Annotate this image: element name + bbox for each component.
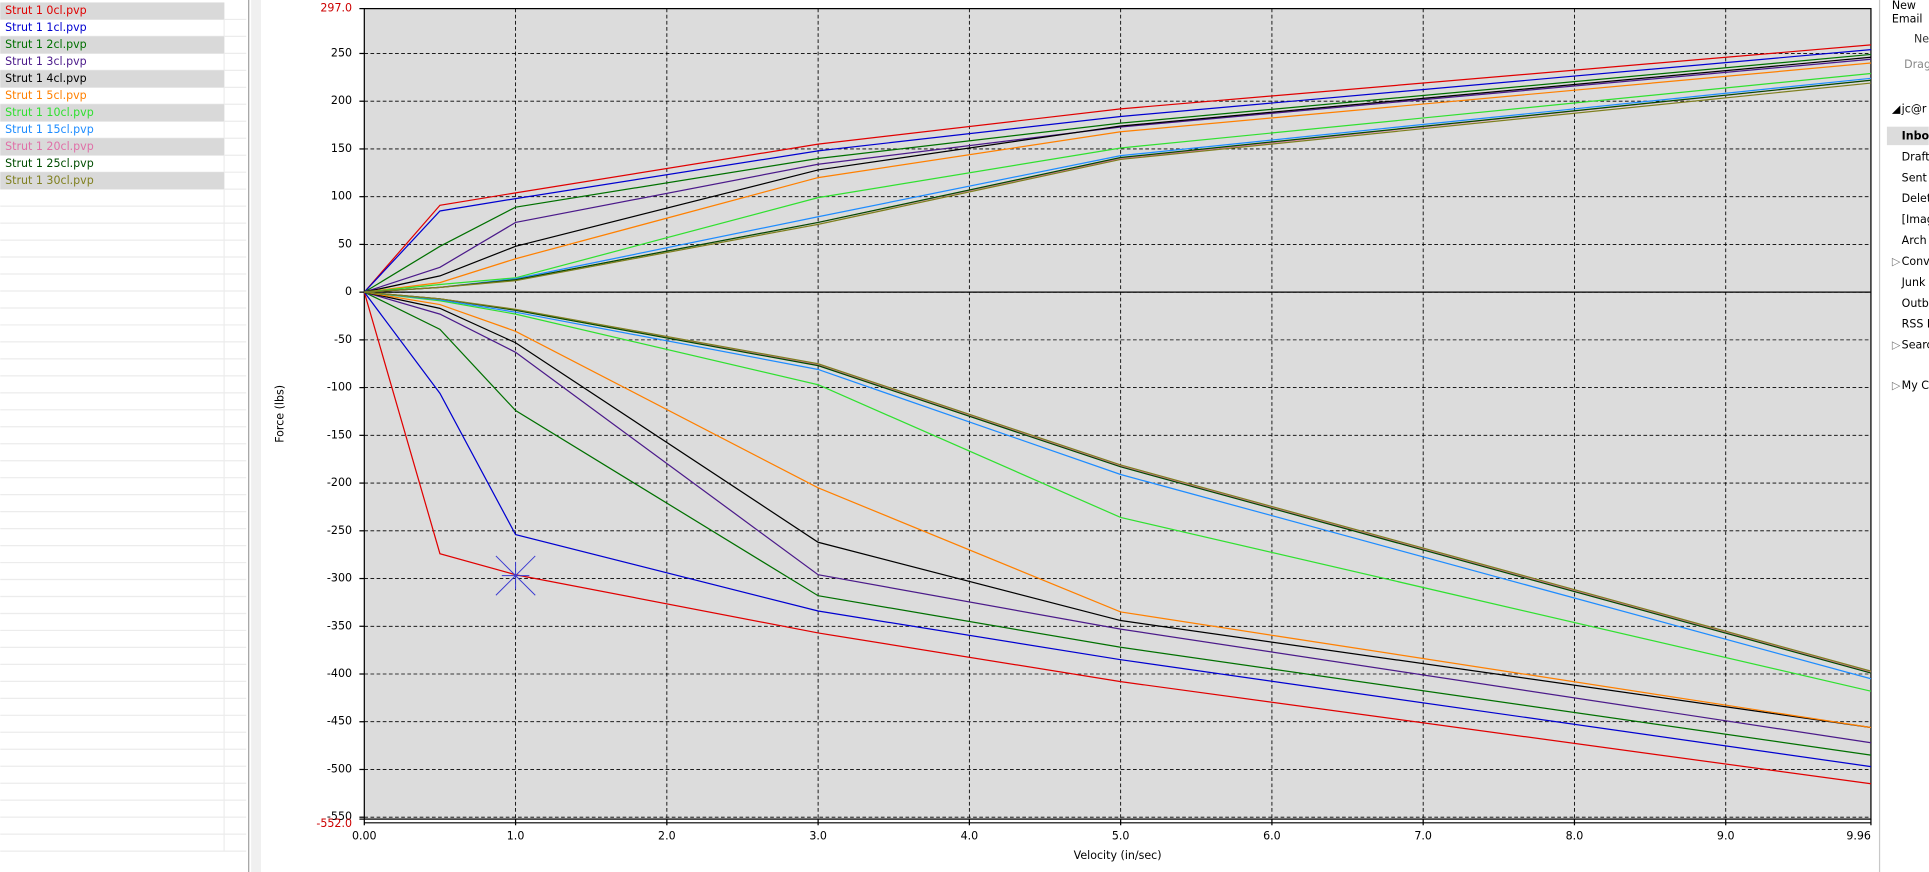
compression-line — [364, 82, 1871, 293]
compression-line — [364, 62, 1871, 293]
y-axis-label: Force (lbs) — [274, 385, 287, 443]
splitter[interactable] — [251, 0, 261, 872]
rebound-line — [363, 291, 1872, 785]
y-tick-label: -200 — [327, 476, 352, 489]
folder[interactable]: Sent — [1902, 171, 1928, 184]
plot: 297.0 250 200 150 100 50 0 -50 -100 -150 -200 -250 -… — [274, 2, 1872, 862]
folder[interactable]: Conv — [1902, 255, 1929, 268]
rebound-line — [364, 291, 1872, 672]
x-tick-label: 0.00 — [352, 829, 377, 842]
y-tick-label: -552.0 — [316, 817, 352, 830]
legend-entry[interactable]: Strut 1 5cl.pvp — [5, 89, 87, 102]
x-tick-label: 1.0 — [507, 829, 525, 842]
y-tick-label: 250 — [331, 46, 352, 59]
y-tick-label: 100 — [331, 190, 352, 203]
y-tick-label: -100 — [327, 381, 352, 394]
x-tick-label: 9.0 — [1717, 829, 1735, 842]
plot-background — [363, 7, 1872, 820]
folder[interactable]: Delet — [1902, 192, 1929, 205]
folder[interactable]: RSS F — [1902, 318, 1929, 331]
compression-line — [364, 58, 1871, 293]
legend-entry[interactable]: Strut 1 20cl.pvp — [5, 140, 94, 153]
y-tick-label: -400 — [327, 667, 352, 680]
my-folder[interactable]: My C — [1902, 379, 1929, 392]
folder[interactable]: Junk — [1901, 276, 1926, 289]
account[interactable]: jc@r — [1901, 102, 1927, 115]
rebound-line — [364, 291, 1872, 692]
x-tick-label: 5.0 — [1112, 829, 1130, 842]
mail-panel — [1879, 0, 1929, 872]
file-row — [0, 2, 225, 20]
legend-entry[interactable]: Strut 1 2cl.pvp — [5, 38, 87, 51]
y-tick-label: -350 — [327, 619, 352, 632]
new-item[interactable]: Ne — [1914, 32, 1929, 45]
compression-line — [363, 49, 1871, 293]
file-row — [0, 104, 225, 122]
file-row — [0, 138, 225, 156]
x-tick-label: 2.0 — [658, 829, 676, 842]
legend-entry[interactable]: Strut 1 4cl.pvp — [5, 72, 87, 85]
compression-line — [364, 56, 1871, 293]
x-tick-label: 6.0 — [1263, 829, 1281, 842]
y-tick-label: 0 — [345, 285, 352, 298]
y-tick-label: -300 — [327, 572, 352, 585]
legend-entry[interactable]: Strut 1 25cl.pvp — [5, 157, 94, 170]
rebound-line — [363, 291, 1872, 768]
new-email[interactable]: New — [1892, 0, 1916, 12]
rebound-line — [364, 291, 1872, 744]
y-tick-label: -250 — [327, 524, 352, 537]
expander[interactable]: ◢ — [1892, 102, 1901, 115]
drag-hint: Drag — [1904, 58, 1929, 71]
x-tick-label: 3.0 — [809, 829, 827, 842]
folder[interactable]: Arch — [1902, 234, 1927, 247]
legend-entry[interactable]: Strut 1 15cl.pvp — [5, 123, 94, 136]
file-row — [0, 70, 225, 88]
legend-entry[interactable]: Strut 1 30cl.pvp — [5, 174, 94, 187]
y-tick-label: 200 — [331, 94, 352, 107]
y-tick-label: -500 — [327, 762, 352, 775]
y-tick-label: 150 — [331, 142, 352, 155]
y-tick-label: -50 — [334, 333, 352, 346]
file-row — [0, 172, 225, 190]
legend-entry[interactable]: Strut 1 0cl.pvp — [5, 4, 87, 17]
folder[interactable]: Inbo — [1902, 130, 1929, 143]
y-tick-label: -550 — [327, 810, 352, 823]
folder[interactable]: Searc — [1902, 339, 1929, 352]
expander[interactable]: ▷ — [1892, 339, 1901, 352]
legend-entry[interactable]: Strut 1 1cl.pvp — [5, 21, 87, 34]
y-tick-label: -450 — [327, 715, 352, 728]
x-tick-label: 9.96 — [1846, 829, 1871, 842]
x-axis-label: Velocity (in/sec) — [1074, 849, 1162, 862]
rebound-line — [364, 291, 1872, 729]
rebound-line — [364, 291, 1872, 680]
selected-folder — [1886, 126, 1929, 146]
expander[interactable]: ▷ — [1892, 255, 1901, 268]
new-email[interactable]: Email — [1892, 13, 1923, 26]
folder[interactable]: Draft — [1902, 150, 1929, 163]
expander[interactable]: ▷ — [1892, 379, 1901, 392]
y-tick-label: 50 — [338, 237, 352, 250]
rebound-line — [364, 291, 1872, 729]
y-tick-label: -150 — [327, 428, 352, 441]
compression-line — [363, 53, 1871, 293]
compression-line — [364, 72, 1871, 293]
folder[interactable]: [Imag — [1902, 213, 1929, 226]
legend-entry[interactable]: Strut 1 10cl.pvp — [5, 106, 94, 119]
x-tick-label: 7.0 — [1414, 829, 1432, 842]
x-tick-label: 8.0 — [1566, 829, 1584, 842]
y-tick-label: 297.0 — [320, 2, 352, 15]
rebound-line — [364, 291, 1872, 756]
folder[interactable]: Outb — [1902, 297, 1929, 310]
compression-line — [363, 44, 1871, 293]
legend-entry[interactable]: Strut 1 3cl.pvp — [5, 55, 87, 68]
file-row — [0, 36, 225, 54]
x-tick-label: 4.0 — [961, 829, 979, 842]
